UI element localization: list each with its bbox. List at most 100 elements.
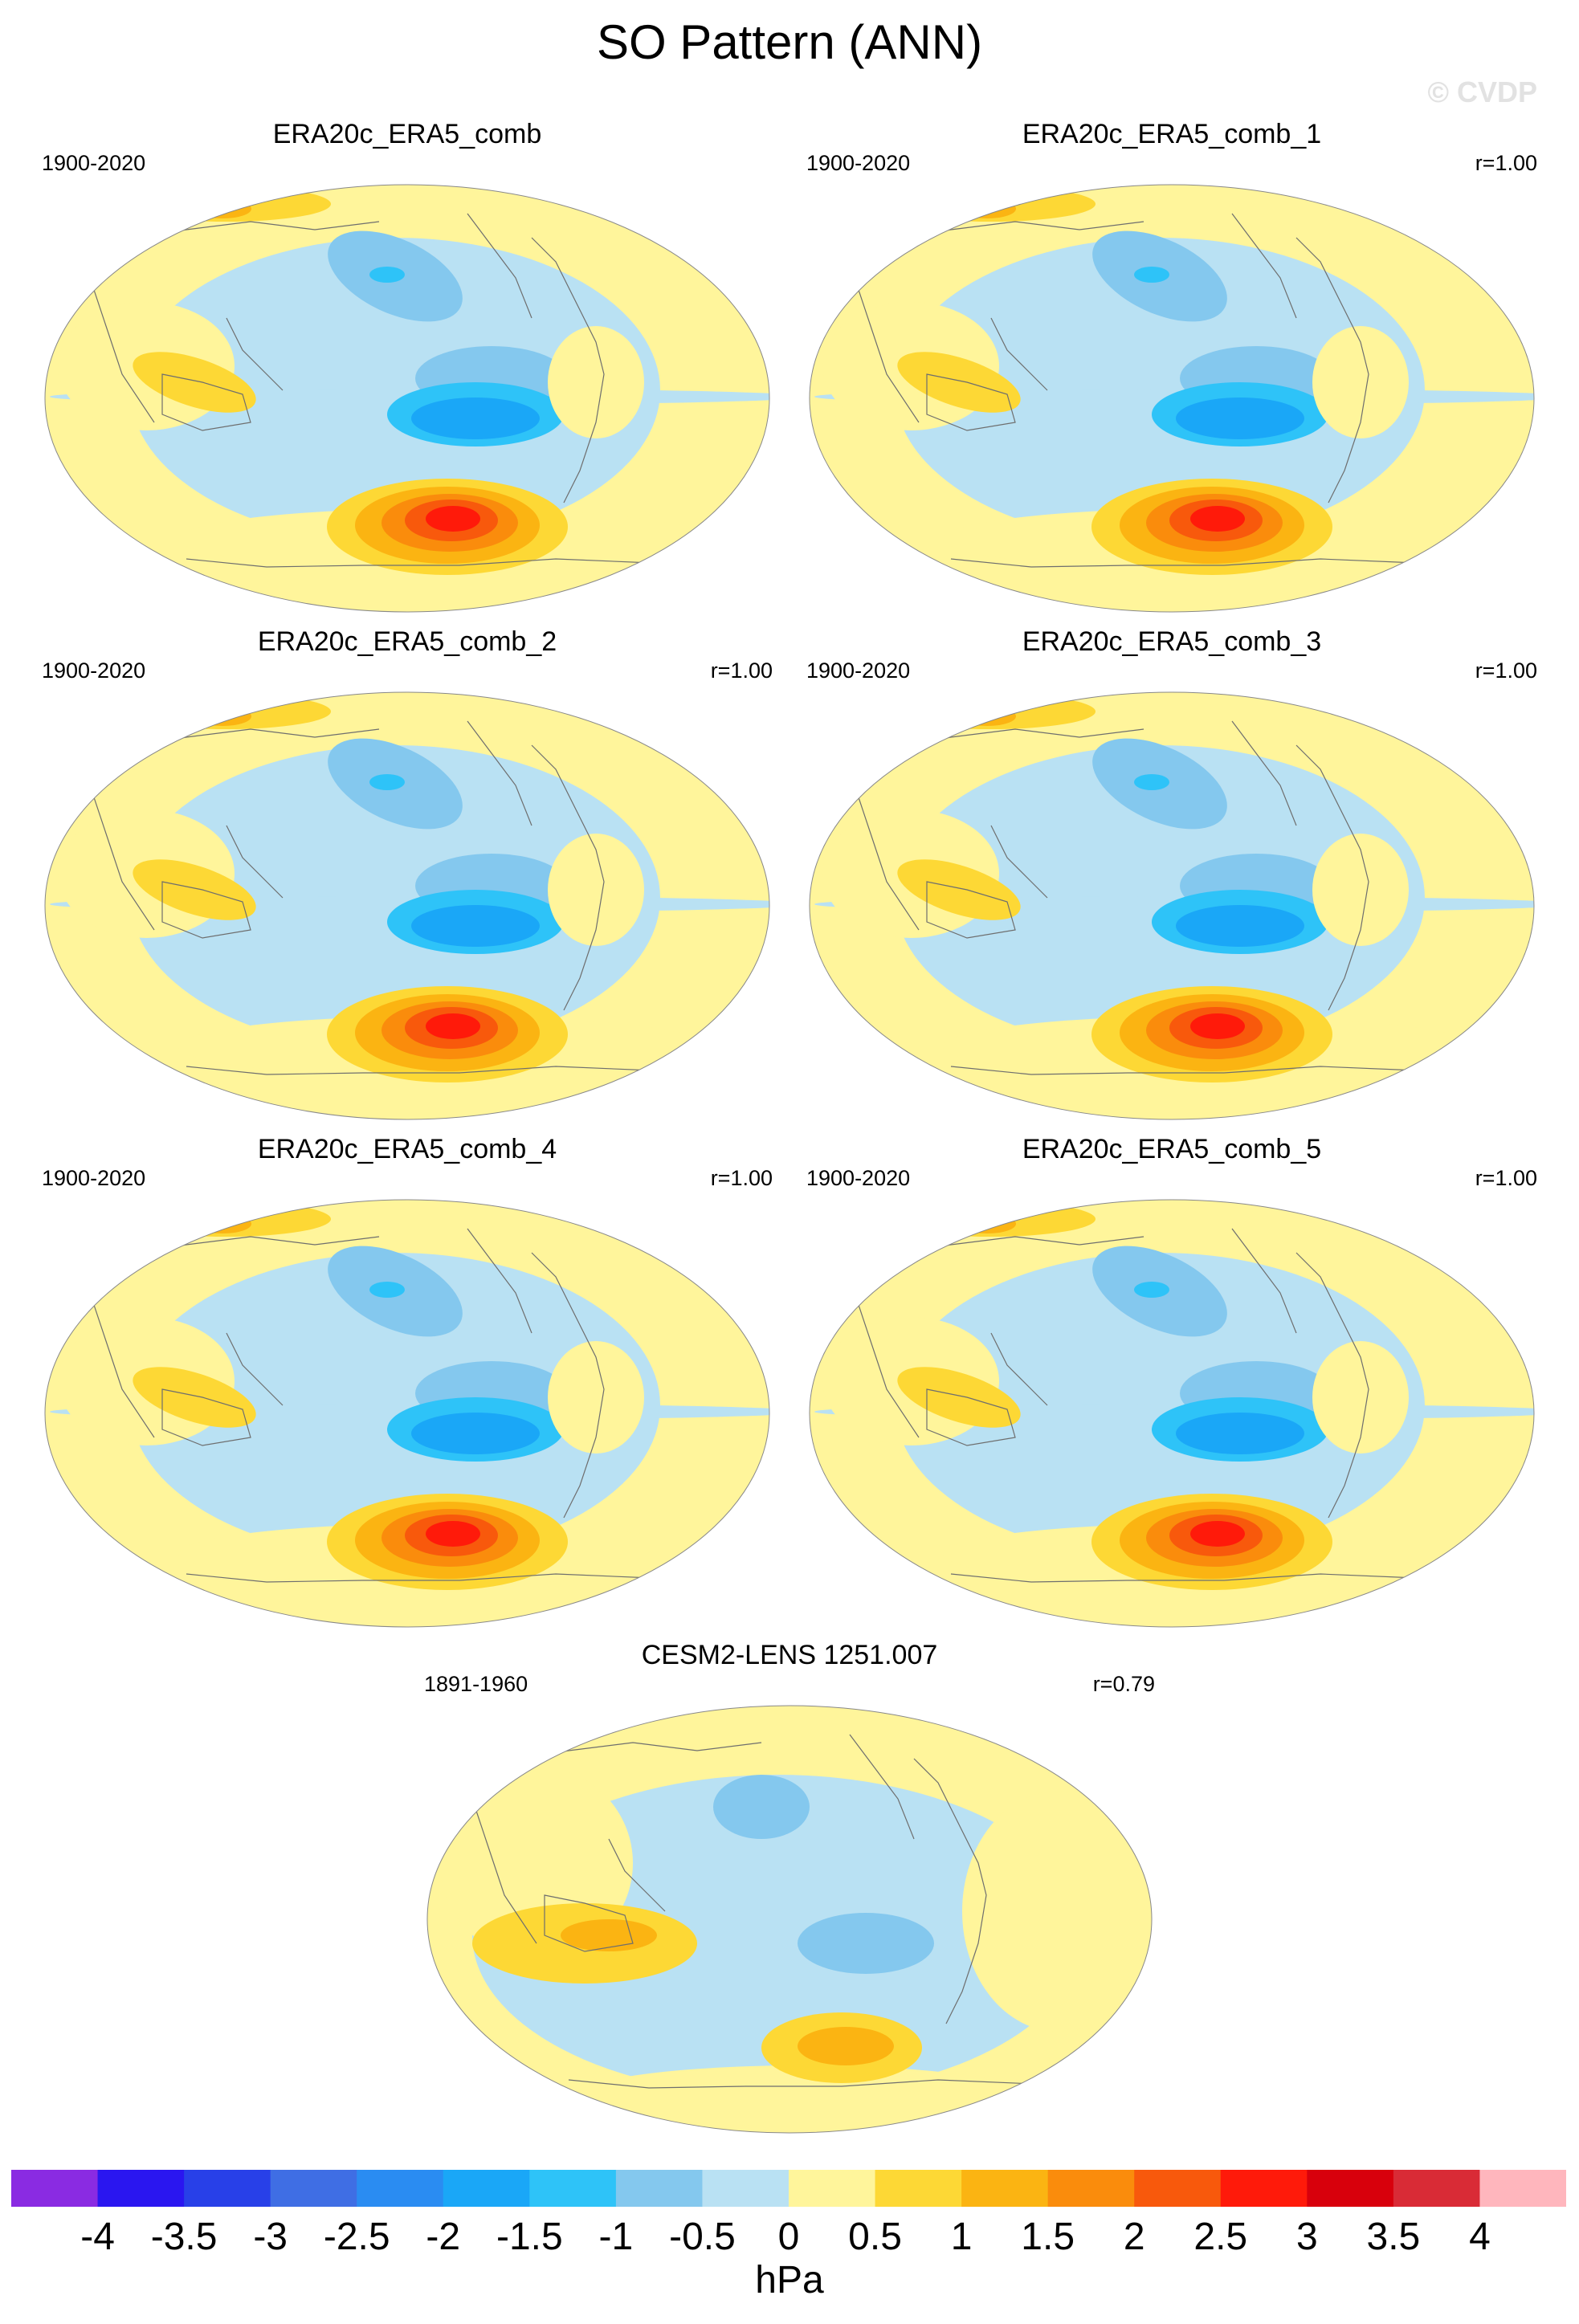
coastline bbox=[531, 237, 605, 504]
panel-period: 1900-2020 bbox=[806, 151, 911, 175]
antarctic-high-core bbox=[798, 2027, 894, 2065]
page-title: SO Pattern (ANN) bbox=[596, 15, 983, 69]
colorbar-swatch bbox=[1047, 2170, 1135, 2207]
colorbar-swatch bbox=[702, 2170, 790, 2207]
colorbar-tick-label: 0 bbox=[777, 2216, 800, 2258]
north-pacific-low-core bbox=[1134, 774, 1169, 790]
arctic-positive-core bbox=[958, 1214, 1016, 1233]
australia-positive bbox=[897, 1367, 1021, 1428]
map-panel: ERA20c_ERA5_comb_3 1900-2020 r=1.00 bbox=[806, 626, 1537, 1124]
colorbar-swatch bbox=[1307, 2170, 1394, 2207]
colorbar-tick-label: 2 bbox=[1123, 2216, 1145, 2258]
coastline bbox=[1231, 213, 1297, 319]
arctic-positive-core bbox=[958, 707, 1016, 726]
australia-positive-core bbox=[561, 1919, 657, 1951]
australia-positive bbox=[133, 859, 256, 920]
coastline bbox=[854, 1292, 920, 1438]
panel-correlation: r=1.00 bbox=[710, 1166, 773, 1190]
colorbar-tick-label: 0.5 bbox=[848, 2216, 902, 2258]
north-pacific-low-core bbox=[369, 774, 405, 790]
north-pacific-low-core bbox=[369, 1282, 405, 1298]
colorbar-tick-label: -2 bbox=[426, 2216, 461, 2258]
antarctic-high-core bbox=[1190, 1521, 1245, 1547]
coastline bbox=[1295, 237, 1369, 504]
coastline bbox=[531, 1252, 605, 1519]
colorbar-swatch bbox=[1393, 2170, 1480, 2207]
panel-title: ERA20c_ERA5_comb bbox=[272, 119, 542, 149]
colorbar bbox=[11, 2170, 1566, 2207]
panel-period: 1900-2020 bbox=[806, 1166, 911, 1190]
map-border bbox=[44, 691, 770, 1120]
south-america-positive bbox=[1312, 1341, 1409, 1454]
colorbar-tick-label: -1 bbox=[598, 2216, 634, 2258]
australia-positive bbox=[897, 352, 1021, 413]
colorbar-swatch bbox=[97, 2170, 185, 2207]
colorbar-tick-label: 4 bbox=[1469, 2216, 1491, 2258]
panel-correlation: r=1.00 bbox=[1475, 1166, 1537, 1190]
panel-title: ERA20c_ERA5_comb_3 bbox=[1022, 626, 1322, 657]
coastline bbox=[226, 317, 284, 391]
coastline bbox=[161, 373, 251, 431]
coastline bbox=[226, 1332, 284, 1406]
panel-period: 1900-2020 bbox=[42, 658, 146, 683]
panel-period: 1900-2020 bbox=[806, 658, 911, 683]
coastline bbox=[161, 1388, 251, 1446]
south-pacific-low-core bbox=[411, 1413, 540, 1454]
south-pacific-low-core bbox=[1176, 905, 1304, 947]
antarctic-high-core bbox=[1190, 1013, 1245, 1039]
colorbar-tick-label: 1 bbox=[950, 2216, 973, 2258]
so-pattern-map bbox=[44, 184, 770, 613]
north-pacific-low bbox=[713, 1775, 810, 1839]
coastline bbox=[89, 785, 155, 931]
coastline bbox=[926, 1388, 1016, 1446]
coastline bbox=[471, 1798, 537, 1944]
coastline bbox=[1231, 1228, 1297, 1334]
coastline bbox=[854, 785, 920, 931]
south-pacific-low-core bbox=[1176, 398, 1304, 439]
south-america-positive bbox=[1312, 326, 1409, 438]
colorbar-tick-label: 3.5 bbox=[1366, 2216, 1421, 2258]
map-panel: CESM2-LENS 1251.007 1891-1960 r=0.79 bbox=[424, 1640, 1155, 2138]
atlantic-positive bbox=[962, 1791, 1152, 2032]
coastline bbox=[544, 1894, 634, 1952]
colorbar-tick-label: -2.5 bbox=[323, 2216, 390, 2258]
coastline bbox=[990, 317, 1048, 391]
map-panel: ERA20c_ERA5_comb_1 1900-2020 r=1.00 bbox=[806, 119, 1537, 617]
coastline bbox=[89, 277, 155, 423]
colorbar-swatch bbox=[1134, 2170, 1222, 2207]
colorbar-swatch bbox=[1220, 2170, 1308, 2207]
so-pattern-map bbox=[426, 1705, 1153, 2134]
colorbar-swatch bbox=[789, 2170, 876, 2207]
panel-period: 1900-2020 bbox=[42, 1166, 146, 1190]
south-america-positive bbox=[548, 326, 644, 438]
coastline bbox=[531, 744, 605, 1011]
coastline bbox=[226, 825, 284, 899]
australia-positive bbox=[897, 859, 1021, 920]
north-pacific-low-core bbox=[1134, 1282, 1169, 1298]
coastline bbox=[467, 720, 532, 826]
coastline bbox=[854, 277, 920, 423]
panel-title: ERA20c_ERA5_comb_5 bbox=[1022, 1134, 1322, 1164]
colorbar-tick-labels: -4 -3.5 -3 -2.5 -2 -1.5 -1 -0.5 0 0.5 1 1.5 2 2.5 3 3.5… bbox=[0, 2215, 1579, 2263]
south-pacific-low-core bbox=[1176, 1413, 1304, 1454]
north-pacific-low-core bbox=[369, 267, 405, 283]
colorbar-tick-label: -3 bbox=[253, 2216, 288, 2258]
panel-correlation: r=1.00 bbox=[1475, 658, 1537, 683]
colorbar-tick-label: 3 bbox=[1295, 2216, 1318, 2258]
map-panel: ERA20c_ERA5_comb_4 1900-2020 r=1.00 bbox=[42, 1134, 773, 1632]
coastline bbox=[950, 1573, 1418, 1583]
coastline bbox=[1231, 720, 1297, 826]
panel-period: 1900-2020 bbox=[42, 151, 146, 175]
coastline bbox=[990, 1332, 1048, 1406]
south-pacific-low-core bbox=[411, 398, 540, 439]
colorbar-swatch bbox=[443, 2170, 530, 2207]
south-america-positive bbox=[548, 834, 644, 946]
coastline bbox=[186, 1573, 653, 1583]
antarctic-high-core bbox=[426, 1521, 480, 1547]
australia-positive bbox=[133, 352, 256, 413]
colorbar-tick-label: -0.5 bbox=[669, 2216, 736, 2258]
coastline bbox=[1295, 744, 1369, 1011]
panel-correlation: r=0.79 bbox=[1092, 1672, 1155, 1696]
map-panel: ERA20c_ERA5_comb 1900-2020 bbox=[42, 119, 773, 617]
map-border bbox=[809, 1199, 1535, 1628]
